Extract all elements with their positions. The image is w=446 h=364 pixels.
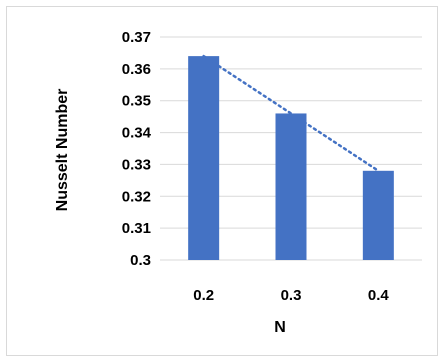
y-tick-label: 0.37 — [122, 29, 151, 46]
trendline — [202, 54, 380, 173]
y-tick-label: 0.36 — [122, 61, 151, 78]
bar — [362, 170, 394, 260]
y-tick-label: 0.33 — [122, 156, 151, 173]
x-axis-title: N — [274, 319, 286, 336]
bar — [188, 56, 220, 260]
y-axis-title: Nusselt Number — [54, 89, 71, 212]
y-tick-label: 0.3 — [130, 252, 151, 269]
y-tick-label: 0.32 — [122, 188, 151, 205]
y-tick-label: 0.35 — [122, 93, 151, 110]
x-tick-label: 0.4 — [368, 287, 390, 304]
y-axis-ticks: 0.3 0.31 0.32 0.33 0.34 0.35 0.36 0.37 — [122, 29, 152, 269]
y-tick-label: 0.31 — [122, 220, 151, 237]
y-tick-label: 0.34 — [122, 125, 152, 142]
bar — [275, 113, 307, 260]
trendline-layer — [202, 54, 380, 173]
x-axis-ticks: 0.2 0.3 0.4 — [193, 287, 389, 304]
bars — [188, 56, 394, 260]
x-tick-label: 0.2 — [193, 287, 214, 304]
x-tick-label: 0.3 — [281, 287, 302, 304]
